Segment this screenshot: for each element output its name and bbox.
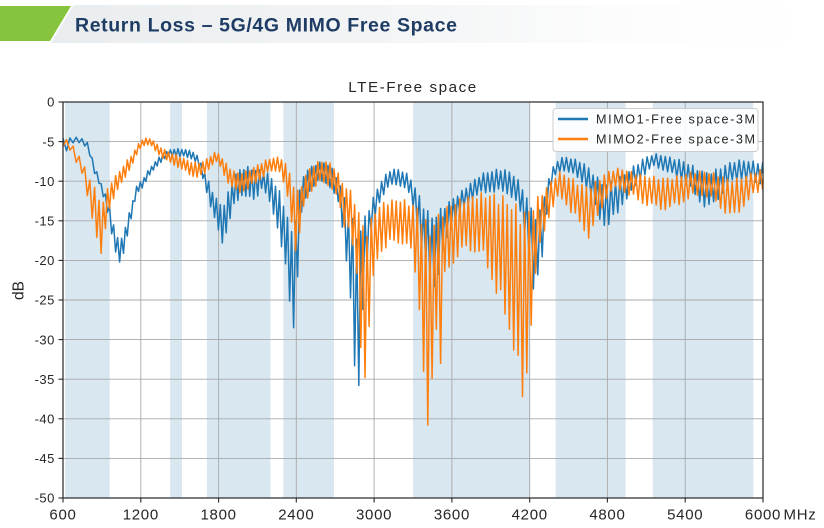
svg-text:Return Loss – 5G/4G MIMO Free: Return Loss – 5G/4G MIMO Free Space <box>75 15 458 37</box>
svg-text:3600: 3600 <box>434 507 470 524</box>
svg-text:-45: -45 <box>35 451 55 466</box>
svg-text:-5: -5 <box>42 134 54 149</box>
svg-text:-15: -15 <box>35 214 55 229</box>
svg-text:-25: -25 <box>35 293 55 308</box>
svg-text:dB: dB <box>11 281 28 300</box>
svg-text:2400: 2400 <box>278 507 314 524</box>
svg-text:-50: -50 <box>35 491 55 506</box>
svg-text:-20: -20 <box>35 253 55 268</box>
svg-text:0: 0 <box>47 95 55 110</box>
svg-text:LTE-Free space: LTE-Free space <box>348 79 477 96</box>
svg-text:5400: 5400 <box>667 507 703 524</box>
svg-text:MIMO1-Free space-3M: MIMO1-Free space-3M <box>596 113 757 127</box>
svg-text:4800: 4800 <box>589 507 625 524</box>
svg-text:-30: -30 <box>35 332 55 347</box>
svg-text:1800: 1800 <box>201 507 237 524</box>
svg-text:MIMO2-Free space-3M: MIMO2-Free space-3M <box>596 133 757 147</box>
svg-text:6000: 6000 <box>745 507 781 524</box>
svg-text:MHz: MHz <box>784 507 817 524</box>
svg-text:3000: 3000 <box>356 507 392 524</box>
svg-text:4200: 4200 <box>512 507 548 524</box>
svg-text:-10: -10 <box>35 174 55 189</box>
svg-text:-40: -40 <box>35 412 55 427</box>
svg-text:600: 600 <box>49 507 76 524</box>
svg-text:-35: -35 <box>35 372 55 387</box>
svg-text:1200: 1200 <box>123 507 159 524</box>
